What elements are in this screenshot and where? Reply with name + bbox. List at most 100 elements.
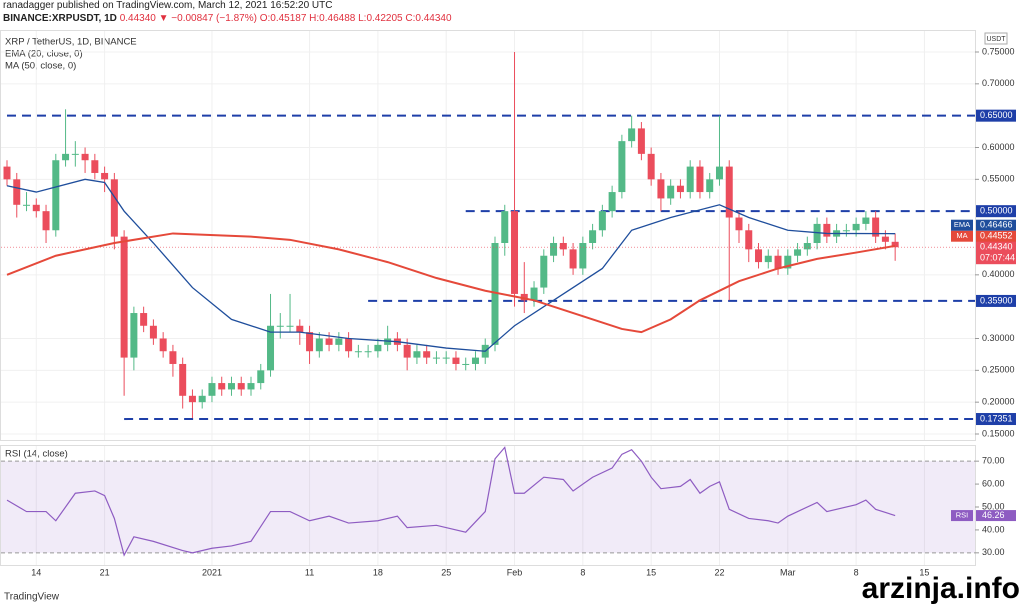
candle-body <box>794 249 802 256</box>
legend-ma: MA (50, close, 0) <box>5 61 76 72</box>
ma-line <box>6 232 896 334</box>
candle-body <box>852 223 860 231</box>
y-tick-label: 0.60000 <box>982 142 1015 152</box>
level-label: 0.50000 <box>980 206 1013 216</box>
ema-line <box>6 178 896 352</box>
candle-body <box>325 338 333 345</box>
candle-body <box>755 249 763 263</box>
y-tick-label: 0.30000 <box>982 333 1015 343</box>
level-tag <box>976 294 1016 307</box>
candle-body <box>13 179 21 205</box>
candle-body <box>550 243 558 256</box>
candle-body <box>159 338 167 352</box>
rsi-pane <box>0 445 976 566</box>
level-label: 0.35900 <box>980 295 1013 305</box>
candle-body <box>745 230 753 250</box>
candle-body <box>3 166 11 180</box>
candle-body <box>218 383 226 390</box>
rsi-tag-box <box>976 510 1016 522</box>
candle-body <box>374 344 382 352</box>
symbol: BINANCE:XRPUSDT, 1D <box>3 13 117 24</box>
level-label: 0.17351 <box>980 413 1013 423</box>
candle-body <box>667 185 675 199</box>
candle-body <box>559 243 567 250</box>
rsi-tick-label: 50.00 <box>982 501 1005 511</box>
rsi-line <box>6 446 896 557</box>
candle-body <box>188 395 196 403</box>
candle-body <box>462 363 470 365</box>
publisher: ranadagger published on TradingView.com,… <box>3 0 333 11</box>
candle-body <box>540 255 548 288</box>
price-tag <box>976 241 1016 265</box>
candle-body <box>511 211 519 294</box>
candle-body <box>306 332 314 352</box>
candle-body <box>62 153 70 161</box>
legend-ema: EMA (20, close, 0) <box>5 49 83 60</box>
candle-body <box>452 357 460 364</box>
candle-body <box>101 172 109 180</box>
y-tick-label: 0.40000 <box>982 269 1015 279</box>
candle-body <box>579 243 587 269</box>
candle-body <box>784 255 792 269</box>
candle-body <box>647 153 655 180</box>
candle-body <box>803 243 811 250</box>
rsi-tag-label: 46.26 <box>982 510 1005 520</box>
candle-body <box>891 241 899 248</box>
candle-body <box>267 325 275 371</box>
candle-body <box>120 236 128 358</box>
candle-body <box>364 351 372 353</box>
tag-name: EMA <box>954 220 970 229</box>
candle-body <box>764 255 772 263</box>
rsi-tag-name: RSI <box>956 511 969 520</box>
candle-body <box>725 166 733 218</box>
level-tag <box>976 109 1016 122</box>
change: 0.44340 ▼ −0.00847 (−1.87%) <box>119 13 257 24</box>
candle-body <box>686 166 694 193</box>
brand: TradingView <box>4 592 60 603</box>
x-tick-label: 8 <box>854 567 859 577</box>
candle-body <box>52 160 60 231</box>
tag-name: MA <box>956 231 967 240</box>
candle-body <box>354 351 362 353</box>
x-tick-label: 22 <box>714 567 724 577</box>
candle-body <box>335 338 343 345</box>
y-tick-label: 0.55000 <box>982 174 1015 184</box>
candle-body <box>130 313 138 358</box>
axis-unit: USDT <box>986 36 1006 43</box>
x-tick-label: 21 <box>100 567 110 577</box>
y-tick-label: 0.25000 <box>982 365 1015 375</box>
candle-body <box>198 395 206 403</box>
rsi-tick-label: 70.00 <box>982 456 1005 466</box>
watermark: arzinja.info <box>862 572 1020 605</box>
candle-body <box>598 211 606 231</box>
candle-body <box>42 211 50 231</box>
candle-body <box>823 223 831 237</box>
candle-body <box>149 325 157 339</box>
candle-body <box>257 370 265 384</box>
candle-body <box>247 383 255 390</box>
tag-label: 0.46466 <box>980 220 1013 230</box>
y-tick-label: 0.70000 <box>982 78 1015 88</box>
candle-body <box>735 217 743 231</box>
candle-body <box>872 217 880 237</box>
y-tick-label: 0.75000 <box>982 46 1015 56</box>
ohlc: O:0.45187 H:0.46488 L:0.42205 C:0.44340 <box>259 13 452 24</box>
candle-body <box>423 351 431 358</box>
candle-body <box>110 179 118 237</box>
tag-name-box <box>951 230 973 242</box>
candle-body <box>637 128 645 154</box>
level-tag <box>976 205 1016 218</box>
candle-body <box>91 160 99 173</box>
candle-body <box>628 128 636 142</box>
rsi-tag-name-box <box>951 510 973 522</box>
candle-body <box>296 325 304 333</box>
candle-body <box>608 192 616 212</box>
x-tick-label: 2021 <box>202 567 222 577</box>
candle-body <box>227 383 235 390</box>
candle-body <box>71 153 79 155</box>
y-tick-label: 0.15000 <box>982 428 1015 438</box>
candle-body <box>169 351 177 364</box>
candle-body <box>881 236 889 242</box>
x-tick-label: 15 <box>646 567 656 577</box>
